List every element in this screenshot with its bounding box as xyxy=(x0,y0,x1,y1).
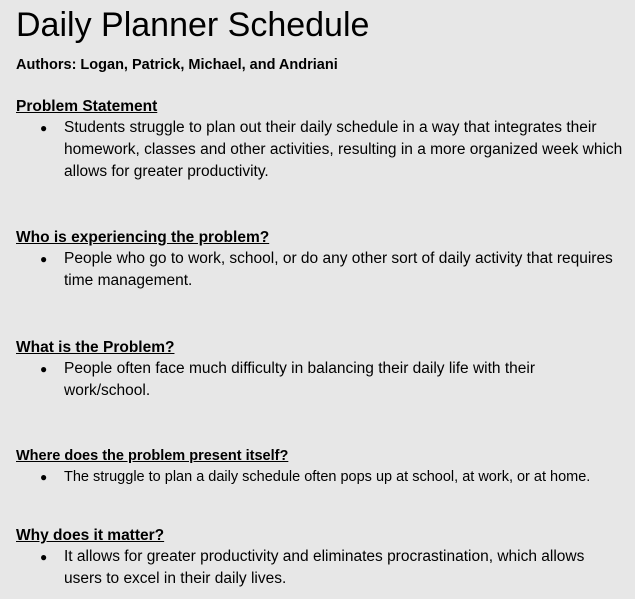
list-item: ● It allows for greater productivity and… xyxy=(16,546,635,590)
list-item: ● People who go to work, school, or do a… xyxy=(16,248,635,292)
section-why-does-it-matter: Why does it matter? ● It allows for grea… xyxy=(16,526,635,590)
bullet-text: People often face much difficulty in bal… xyxy=(64,360,536,399)
section-heading: Why does it matter? xyxy=(16,527,165,544)
bullet-icon: ● xyxy=(40,470,48,484)
list-item: ● People often face much difficulty in b… xyxy=(16,358,635,402)
authors-line: Authors: Logan, Patrick, Michael, and An… xyxy=(16,57,338,73)
section-heading: Problem Statement xyxy=(16,98,158,115)
document-title: Daily Planner Schedule xyxy=(16,6,370,44)
section-heading: Who is experiencing the problem? xyxy=(16,229,270,246)
bullet-icon: ● xyxy=(40,121,48,135)
list-item: ● The struggle to plan a daily schedule … xyxy=(16,466,635,488)
bullet-icon: ● xyxy=(40,362,48,376)
bullet-icon: ● xyxy=(40,550,48,564)
bullet-icon: ● xyxy=(40,252,48,266)
list-item: ● Students struggle to plan out their da… xyxy=(16,117,635,183)
bullet-text: The struggle to plan a daily schedule of… xyxy=(64,469,591,485)
section-where-does-problem-present: Where does the problem present itself? ●… xyxy=(16,446,635,488)
section-heading: Where does the problem present itself? xyxy=(16,448,289,464)
section-what-is-the-problem: What is the Problem? ● People often face… xyxy=(16,338,635,402)
section-problem-statement: Problem Statement ● Students struggle to… xyxy=(16,97,635,183)
bullet-text: It allows for greater productivity and e… xyxy=(64,548,585,587)
bullet-text: People who go to work, school, or do any… xyxy=(64,250,613,289)
section-heading: What is the Problem? xyxy=(16,339,175,356)
bullet-text: Students struggle to plan out their dail… xyxy=(64,119,623,180)
section-who-is-experiencing: Who is experiencing the problem? ● Peopl… xyxy=(16,228,635,292)
